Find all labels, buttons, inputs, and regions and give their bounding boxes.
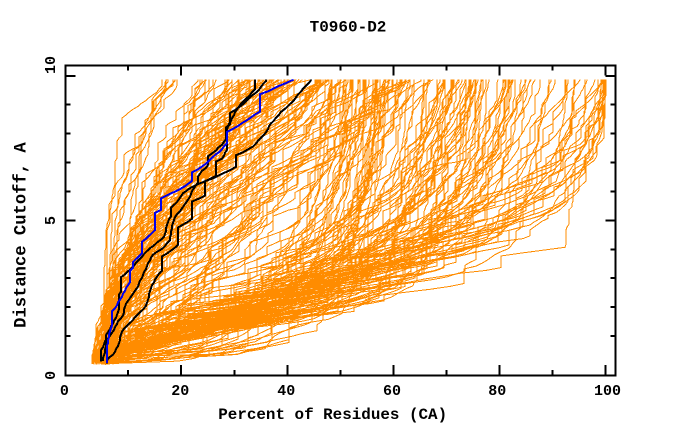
- svg-text:5: 5: [43, 216, 60, 225]
- svg-text:40: 40: [277, 383, 295, 400]
- svg-text:100: 100: [594, 383, 621, 400]
- svg-text:80: 80: [488, 383, 506, 400]
- svg-text:0: 0: [60, 383, 69, 400]
- svg-text:Percent of Residues (CA): Percent of Residues (CA): [218, 406, 447, 424]
- svg-text:10: 10: [43, 56, 60, 74]
- svg-text:20: 20: [171, 383, 189, 400]
- svg-text:0: 0: [43, 371, 60, 380]
- svg-text:T0960-D2: T0960-D2: [310, 19, 387, 37]
- svg-text:60: 60: [383, 383, 401, 400]
- svg-text:Distance Cutoff, A: Distance Cutoff, A: [12, 142, 31, 328]
